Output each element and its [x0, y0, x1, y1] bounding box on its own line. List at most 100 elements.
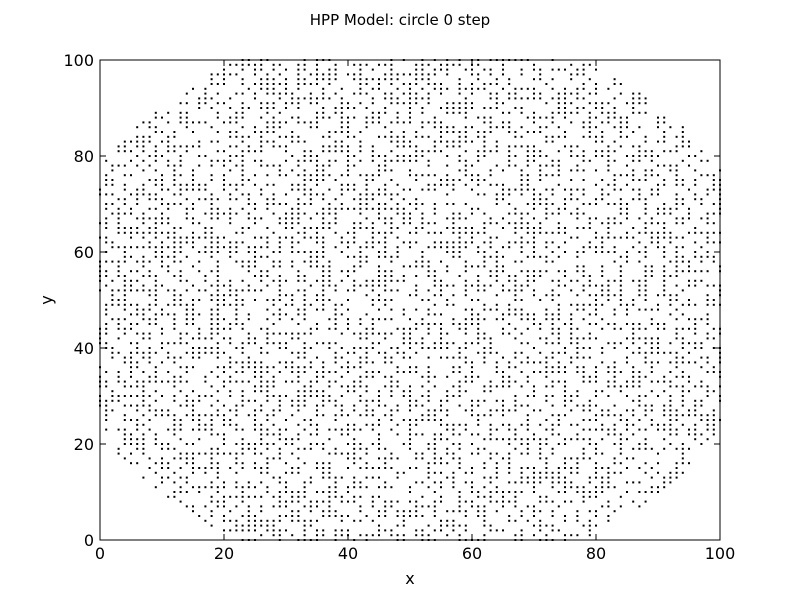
data-point	[359, 520, 361, 522]
data-point	[304, 318, 306, 320]
data-point	[552, 433, 554, 435]
data-point	[397, 352, 399, 354]
data-point	[707, 193, 709, 195]
data-point	[595, 448, 597, 450]
data-point	[279, 174, 281, 176]
data-point	[527, 481, 529, 483]
data-point	[316, 328, 318, 330]
data-point	[409, 83, 411, 85]
data-point	[186, 371, 188, 373]
data-point	[490, 270, 492, 272]
data-point	[446, 102, 448, 104]
data-point	[452, 294, 454, 296]
data-point	[651, 323, 653, 325]
data-point	[316, 232, 318, 234]
data-point	[372, 246, 374, 248]
data-point	[248, 107, 250, 109]
data-point	[285, 227, 287, 229]
data-point	[440, 486, 442, 488]
data-point	[142, 222, 144, 224]
data-point	[347, 289, 349, 291]
data-point	[545, 376, 547, 378]
data-point	[446, 184, 448, 186]
data-point	[186, 457, 188, 459]
data-point	[366, 189, 368, 191]
data-point	[700, 433, 702, 435]
data-point	[477, 174, 479, 176]
data-point	[415, 529, 417, 531]
data-point	[304, 294, 306, 296]
data-point	[676, 285, 678, 287]
data-point	[570, 179, 572, 181]
data-point	[248, 150, 250, 152]
data-point	[676, 462, 678, 464]
data-point	[676, 352, 678, 354]
data-point	[105, 174, 107, 176]
data-point	[167, 160, 169, 162]
data-point	[254, 496, 256, 498]
data-point	[161, 342, 163, 344]
data-point	[409, 501, 411, 503]
data-point	[273, 433, 275, 435]
data-point	[421, 395, 423, 397]
data-point	[614, 381, 616, 383]
data-point	[452, 107, 454, 109]
data-point	[638, 160, 640, 162]
data-point	[341, 385, 343, 387]
data-point	[279, 400, 281, 402]
data-point	[558, 304, 560, 306]
data-point	[260, 237, 262, 239]
data-point	[366, 203, 368, 205]
data-point	[452, 477, 454, 479]
data-point	[415, 131, 417, 133]
data-point	[502, 357, 504, 359]
data-point	[583, 179, 585, 181]
data-point	[186, 112, 188, 114]
data-point	[589, 227, 591, 229]
data-point	[328, 505, 330, 507]
data-point	[173, 313, 175, 315]
data-point	[297, 83, 299, 85]
data-point	[279, 251, 281, 253]
data-point	[291, 227, 293, 229]
data-point	[192, 309, 194, 311]
data-point	[527, 318, 529, 320]
data-point	[366, 294, 368, 296]
data-point	[403, 217, 405, 219]
data-point	[211, 241, 213, 243]
data-point	[192, 285, 194, 287]
data-point	[173, 165, 175, 167]
data-point	[570, 323, 572, 325]
data-point	[576, 217, 578, 219]
data-point	[533, 477, 535, 479]
data-point	[589, 93, 591, 95]
data-point	[198, 145, 200, 147]
data-point	[583, 309, 585, 311]
data-point	[273, 424, 275, 426]
data-point	[465, 390, 467, 392]
data-point	[614, 424, 616, 426]
data-point	[694, 438, 696, 440]
data-point	[366, 179, 368, 181]
data-point	[397, 193, 399, 195]
data-point	[217, 83, 219, 85]
data-point	[155, 222, 157, 224]
data-point	[409, 145, 411, 147]
data-point	[583, 97, 585, 99]
data-point	[533, 534, 535, 536]
data-point	[378, 457, 380, 459]
data-point	[173, 184, 175, 186]
data-point	[366, 515, 368, 517]
data-point	[682, 304, 684, 306]
data-point	[235, 213, 237, 215]
data-point	[713, 429, 715, 431]
data-point	[254, 467, 256, 469]
data-point	[440, 457, 442, 459]
data-point	[248, 265, 250, 267]
data-point	[291, 117, 293, 119]
y-tick-label: 0	[84, 531, 94, 550]
data-point	[620, 371, 622, 373]
data-point	[149, 419, 151, 421]
data-point	[353, 333, 355, 335]
data-point	[446, 462, 448, 464]
